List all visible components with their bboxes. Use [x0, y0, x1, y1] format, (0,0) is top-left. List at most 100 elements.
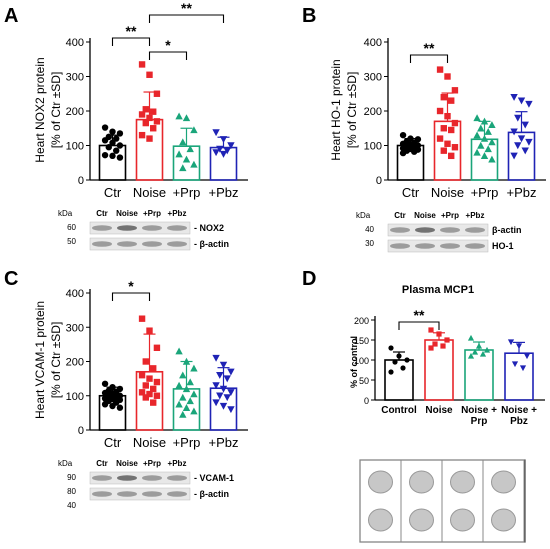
x-tick-label: +Pbz — [507, 185, 537, 200]
data-point — [138, 389, 146, 396]
data-point — [436, 107, 444, 115]
blot-band-label: - NOX2 — [194, 223, 224, 233]
bar — [98, 144, 127, 181]
data-point — [399, 149, 407, 157]
data-point — [514, 142, 522, 150]
x-tick-label: Control — [381, 405, 417, 416]
data-point — [440, 125, 447, 132]
y-tick-label: 50 — [359, 376, 369, 386]
x-tick-label: Ctr — [104, 435, 122, 450]
data-point — [212, 129, 220, 137]
blot-marker: 80 — [67, 487, 76, 496]
data-point — [404, 357, 410, 363]
significance-label: ** — [414, 307, 425, 323]
data-point — [411, 148, 418, 155]
blot-band — [142, 491, 162, 497]
data-point — [227, 389, 235, 397]
data-point — [511, 361, 519, 368]
data-point — [113, 135, 120, 142]
data-point — [138, 372, 146, 379]
significance-bracket — [148, 14, 225, 23]
blot-lane-label: +Prp — [143, 209, 161, 218]
significance-label: ** — [424, 40, 435, 56]
x-tick-label: Pbz — [510, 416, 528, 427]
data-point — [153, 344, 161, 351]
blot-band — [415, 227, 435, 233]
data-point — [101, 151, 109, 159]
significance-bracket — [148, 51, 188, 60]
data-point — [471, 348, 479, 355]
data-point — [101, 124, 109, 131]
data-point — [388, 345, 394, 351]
data-point — [219, 361, 228, 369]
data-point — [109, 152, 116, 160]
x-tick-label: Noise — [425, 405, 453, 416]
blot-lane-label: Noise — [116, 459, 138, 468]
data-point — [190, 160, 198, 168]
panel-label-b: B — [302, 5, 316, 27]
significance-bracket — [111, 37, 151, 46]
data-point — [150, 399, 157, 406]
data-point — [179, 393, 187, 401]
blot-marker: 40 — [67, 501, 76, 510]
y-tick-label: 100 — [66, 391, 84, 403]
data-point — [153, 378, 161, 386]
data-point — [484, 128, 492, 135]
data-point — [142, 119, 149, 127]
blot-lane-label: +Pbz — [168, 459, 187, 468]
dot-blot-spot — [368, 508, 393, 532]
data-point — [436, 66, 444, 73]
blot-lane-label: Ctr — [96, 459, 108, 468]
blot-lane-label: Ctr — [394, 211, 406, 220]
y-axis-label-line: % of control — [349, 336, 359, 388]
blot-band — [117, 241, 137, 247]
data-point — [440, 343, 446, 349]
blot-band — [167, 225, 187, 231]
y-tick-label: 0 — [78, 425, 84, 437]
x-tick-label: +Pbz — [209, 435, 239, 450]
x-tick-label: Noise — [133, 185, 166, 200]
data-point — [182, 155, 191, 163]
data-point — [477, 124, 485, 132]
blot-lane-label: +Pbz — [168, 209, 187, 218]
data-point — [444, 73, 451, 80]
data-point — [142, 358, 149, 365]
blot-band — [440, 243, 460, 249]
blot-strip — [387, 239, 489, 253]
data-point — [440, 147, 447, 154]
significance-label: * — [165, 37, 171, 53]
data-point — [138, 131, 146, 139]
data-point — [113, 147, 120, 154]
blot-band — [117, 491, 137, 497]
panel-label-d: D — [302, 268, 316, 290]
y-tick-label: 300 — [66, 322, 84, 334]
data-point — [175, 381, 183, 389]
data-point — [521, 147, 529, 155]
data-point — [150, 125, 157, 132]
y-tick-label: 0 — [364, 396, 369, 406]
y-axis-label-line: [% of Ctr ±SD] — [49, 322, 63, 399]
data-point — [190, 126, 198, 134]
data-point — [399, 131, 407, 139]
data-point — [473, 148, 481, 156]
significance-label: * — [128, 278, 134, 294]
x-tick-label: Noise — [133, 435, 166, 450]
y-axis-label-line: Heart NOX2 protein — [33, 57, 47, 162]
data-point — [523, 353, 531, 360]
y-tick-label: 200 — [364, 106, 382, 118]
data-point — [432, 341, 438, 347]
data-point — [223, 394, 231, 402]
data-point — [190, 364, 198, 372]
y-tick-label: 300 — [66, 72, 84, 84]
data-point — [216, 145, 224, 153]
blot-band — [92, 241, 112, 247]
bar — [135, 118, 164, 181]
blot-band — [167, 475, 187, 481]
data-point — [142, 394, 149, 401]
y-tick-label: 400 — [66, 37, 84, 49]
significance-bracket — [409, 54, 449, 63]
data-point — [109, 128, 116, 135]
y-axis-label: Heart HO-1 protein [% of Ctr ±SD] — [329, 59, 359, 160]
blot-strip — [89, 221, 191, 235]
